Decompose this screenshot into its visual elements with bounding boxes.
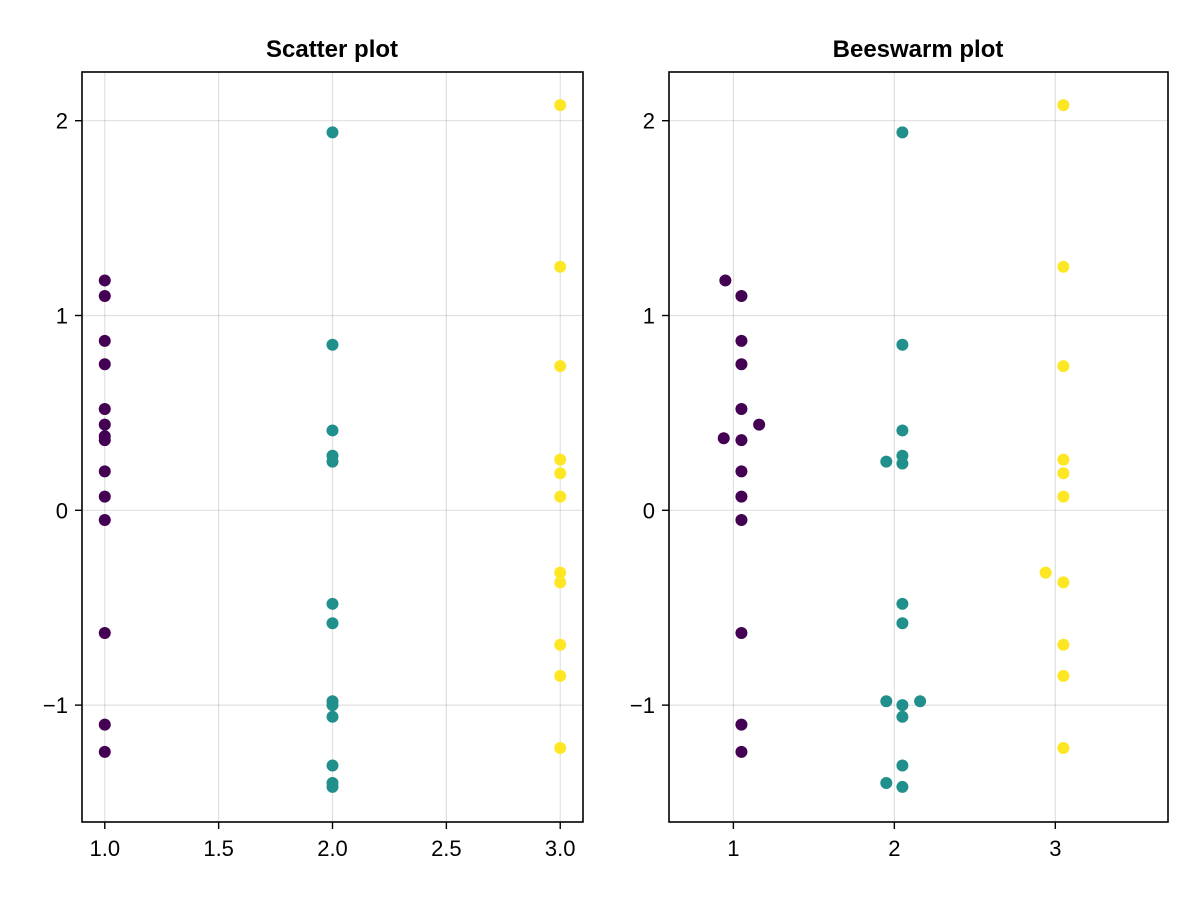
data-point — [753, 418, 766, 431]
data-point — [98, 403, 111, 416]
data-point — [326, 699, 339, 712]
data-point — [98, 627, 111, 640]
data-point — [735, 718, 748, 731]
data-point — [896, 617, 909, 630]
data-point — [554, 467, 567, 480]
data-point — [554, 566, 567, 579]
x-tick-label: 2.0 — [317, 836, 348, 861]
data-point — [735, 434, 748, 447]
data-point — [735, 490, 748, 503]
data-point — [1057, 638, 1070, 651]
y-tick-label: −1 — [630, 693, 655, 718]
data-point — [98, 418, 111, 431]
data-point — [326, 710, 339, 723]
data-point — [1057, 741, 1070, 754]
data-point — [1057, 576, 1070, 589]
data-point — [98, 274, 111, 287]
data-point — [735, 745, 748, 758]
y-tick-label: 0 — [643, 498, 655, 523]
data-point — [554, 490, 567, 503]
data-point — [735, 465, 748, 478]
data-point — [554, 360, 567, 373]
data-point — [1057, 669, 1070, 682]
data-point — [1057, 99, 1070, 112]
data-point — [735, 403, 748, 416]
data-point — [1057, 490, 1070, 503]
data-point — [98, 745, 111, 758]
data-point — [880, 777, 893, 790]
data-point — [554, 741, 567, 754]
y-tick-label: 0 — [56, 498, 68, 523]
x-tick-label: 1 — [727, 836, 739, 861]
data-point — [735, 627, 748, 640]
data-point — [880, 455, 893, 468]
chart-title: Beeswarm plot — [833, 36, 1004, 63]
scatter-plot-panel: Scatter plot 1.0 1.5 2.0 2.5 3.0 −1 0 1 2 — [43, 36, 584, 861]
beeswarm-plot-panel: Beeswarm plot 1 2 3 −1 0 1 2 — [630, 36, 1169, 861]
data-point — [98, 290, 111, 303]
y-tick-label: −1 — [43, 693, 68, 718]
chart-title: Scatter plot — [266, 36, 398, 63]
data-point — [735, 358, 748, 371]
data-point — [554, 576, 567, 589]
data-point — [554, 260, 567, 273]
data-point — [326, 126, 339, 139]
data-point — [896, 597, 909, 610]
x-tick-label: 2 — [888, 836, 900, 861]
data-point — [719, 274, 732, 287]
data-point — [1057, 360, 1070, 373]
y-tick-label: 1 — [56, 304, 68, 329]
data-point — [896, 457, 909, 470]
data-point — [98, 334, 111, 347]
plot-frame — [668, 71, 1169, 823]
data-point — [326, 338, 339, 351]
data-point — [896, 424, 909, 437]
data-point — [896, 126, 909, 139]
data-point — [1057, 453, 1070, 466]
data-point — [98, 718, 111, 731]
data-point — [896, 699, 909, 712]
data-point — [1057, 260, 1070, 273]
data-point — [98, 465, 111, 478]
data-point — [896, 780, 909, 793]
data-point — [326, 597, 339, 610]
data-point — [735, 290, 748, 303]
data-point — [914, 695, 927, 708]
data-point — [896, 710, 909, 723]
y-tick-label: 1 — [643, 304, 655, 329]
data-point — [1039, 566, 1052, 579]
data-point — [326, 424, 339, 437]
data-point — [717, 432, 730, 445]
x-tick-label: 3.0 — [545, 836, 576, 861]
data-point — [98, 358, 111, 371]
data-point — [98, 434, 111, 447]
data-point — [1057, 467, 1070, 480]
data-point — [554, 453, 567, 466]
x-tick-label: 1.0 — [89, 836, 120, 861]
x-tick-label: 1.5 — [203, 836, 234, 861]
data-point — [896, 759, 909, 772]
y-tick-label: 2 — [56, 109, 68, 134]
data-point — [326, 617, 339, 630]
data-point — [735, 334, 748, 347]
data-point — [326, 455, 339, 468]
data-point — [880, 695, 893, 708]
y-tick-label: 2 — [643, 109, 655, 134]
data-point — [735, 514, 748, 527]
x-tick-label: 3 — [1049, 836, 1061, 861]
data-point — [554, 638, 567, 651]
data-point — [554, 669, 567, 682]
data-point — [896, 338, 909, 351]
data-point — [98, 490, 111, 503]
data-point — [326, 780, 339, 793]
data-point — [326, 759, 339, 772]
data-point — [554, 99, 567, 112]
x-tick-label: 2.5 — [431, 836, 462, 861]
data-point — [98, 514, 111, 527]
